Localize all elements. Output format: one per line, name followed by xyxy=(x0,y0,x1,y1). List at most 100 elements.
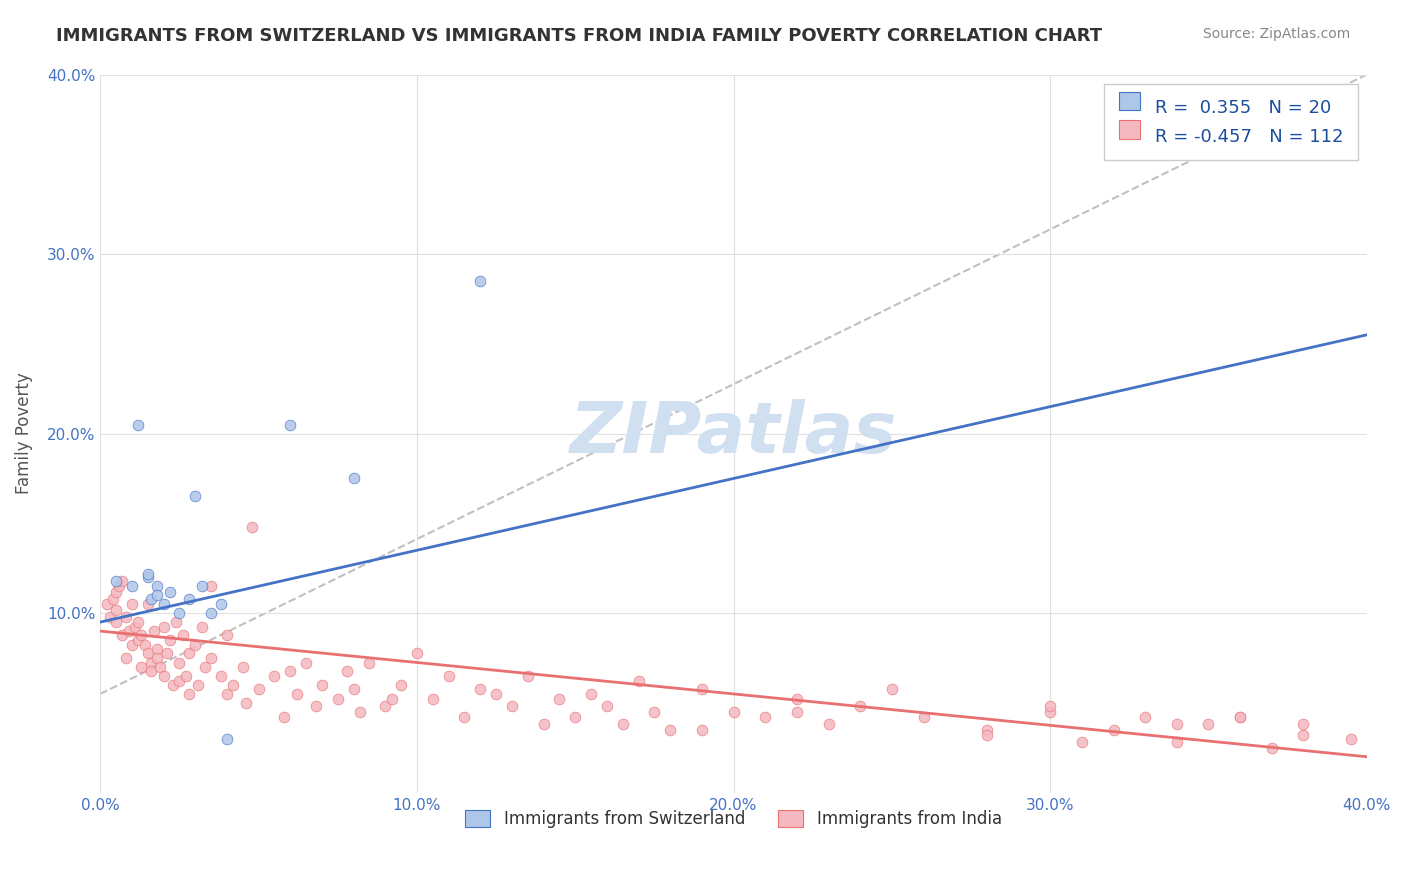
Point xyxy=(177,591,200,606)
Point xyxy=(200,651,222,665)
Point xyxy=(1198,717,1220,731)
Point xyxy=(976,728,998,742)
Point xyxy=(723,705,745,719)
Point xyxy=(285,687,308,701)
Point xyxy=(278,664,301,678)
Text: IMMIGRANTS FROM SWITZERLAND VS IMMIGRANTS FROM INDIA FAMILY POVERTY CORRELATION : IMMIGRANTS FROM SWITZERLAND VS IMMIGRANT… xyxy=(56,27,1102,45)
Point xyxy=(786,692,808,706)
Point xyxy=(1166,717,1188,731)
Point xyxy=(786,705,808,719)
Point xyxy=(105,574,128,588)
Point xyxy=(470,274,492,288)
Point xyxy=(232,660,254,674)
Point xyxy=(152,620,174,634)
Point xyxy=(1292,717,1315,731)
Point xyxy=(359,657,381,671)
Point xyxy=(470,681,492,696)
Point xyxy=(326,692,349,706)
Point xyxy=(121,579,143,593)
Point xyxy=(139,664,162,678)
Point xyxy=(136,646,159,660)
Point xyxy=(533,717,555,731)
Point xyxy=(146,642,169,657)
Point xyxy=(1340,731,1362,746)
Point xyxy=(169,657,191,671)
Point xyxy=(124,620,146,634)
Point xyxy=(336,664,359,678)
Point xyxy=(596,699,619,714)
Point xyxy=(501,699,523,714)
Point xyxy=(200,579,222,593)
Point xyxy=(247,681,270,696)
Point xyxy=(165,615,187,629)
Point xyxy=(311,678,333,692)
Point xyxy=(754,710,776,724)
Point xyxy=(152,669,174,683)
Point xyxy=(127,615,149,629)
Point xyxy=(111,628,134,642)
Point xyxy=(105,615,128,629)
Point xyxy=(422,692,444,706)
Point xyxy=(690,681,713,696)
Point xyxy=(194,660,217,674)
Point xyxy=(1229,710,1251,724)
Point xyxy=(1261,740,1284,755)
Point xyxy=(159,633,181,648)
Point xyxy=(169,674,191,689)
Point xyxy=(485,687,508,701)
Point xyxy=(349,705,371,719)
Point xyxy=(190,620,212,634)
Point xyxy=(222,678,245,692)
Point xyxy=(177,646,200,660)
Point xyxy=(406,646,429,660)
Point xyxy=(127,417,149,432)
Point xyxy=(98,609,121,624)
Point xyxy=(643,705,665,719)
Point xyxy=(156,646,179,660)
Point xyxy=(190,579,212,593)
Point xyxy=(136,566,159,581)
Point xyxy=(96,597,118,611)
Point xyxy=(149,660,172,674)
Point xyxy=(380,692,402,706)
Point xyxy=(1039,705,1062,719)
Point xyxy=(690,723,713,737)
Point xyxy=(139,657,162,671)
Point xyxy=(200,606,222,620)
Point xyxy=(143,624,166,638)
Point xyxy=(516,669,538,683)
Point xyxy=(235,696,257,710)
Point xyxy=(139,591,162,606)
Point xyxy=(152,597,174,611)
Point xyxy=(127,633,149,648)
Point xyxy=(659,723,682,737)
Point xyxy=(295,657,318,671)
Point xyxy=(627,674,650,689)
Point xyxy=(136,570,159,584)
Point xyxy=(184,490,207,504)
Point xyxy=(101,591,124,606)
Text: ZIPatlas: ZIPatlas xyxy=(569,399,897,468)
Point xyxy=(114,651,136,665)
Y-axis label: Family Poverty: Family Poverty xyxy=(15,373,32,494)
Point xyxy=(1133,710,1156,724)
Point xyxy=(111,574,134,588)
Point xyxy=(342,471,364,485)
Point xyxy=(105,584,128,599)
Point xyxy=(105,602,128,616)
Point xyxy=(240,520,263,534)
Point xyxy=(131,660,153,674)
Point xyxy=(108,579,131,593)
Point xyxy=(215,731,238,746)
Legend: Immigrants from Switzerland, Immigrants from India: Immigrants from Switzerland, Immigrants … xyxy=(458,803,1008,835)
Point xyxy=(880,681,903,696)
Point xyxy=(114,609,136,624)
Point xyxy=(912,710,935,724)
Point xyxy=(146,579,169,593)
Point xyxy=(121,597,143,611)
Point xyxy=(162,678,184,692)
Point xyxy=(215,687,238,701)
Point xyxy=(374,699,396,714)
Point xyxy=(342,681,364,696)
Point xyxy=(976,723,998,737)
